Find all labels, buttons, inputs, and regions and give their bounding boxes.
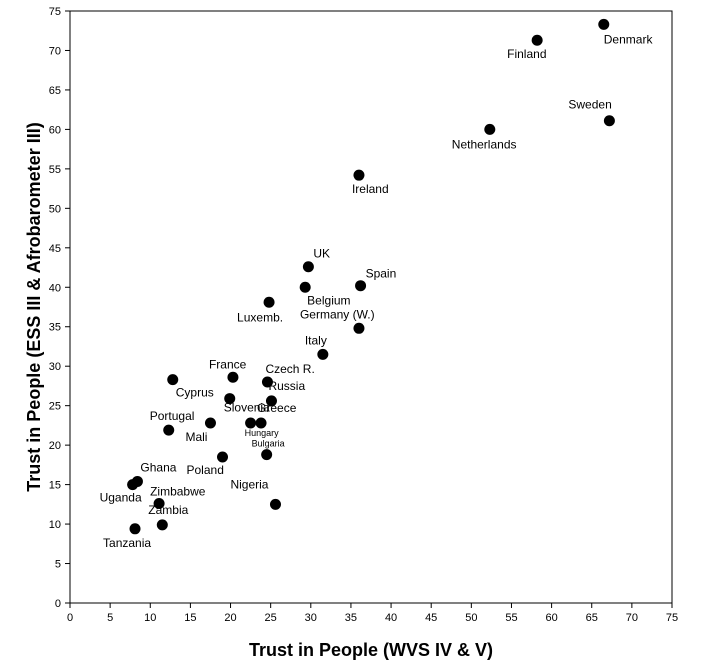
- plot-frame: [69, 10, 673, 604]
- point-label-tanzania: Tanzania: [103, 536, 151, 550]
- y-tick-label: 35: [49, 322, 61, 334]
- y-tick-label: 15: [49, 480, 61, 492]
- x-tick-label: 40: [385, 612, 397, 624]
- point-label-ireland: Ireland: [352, 182, 389, 196]
- point-label-netherlands: Netherlands: [452, 137, 517, 151]
- data-point-belgium: [299, 281, 311, 293]
- point-label-spain: Spain: [366, 267, 397, 281]
- point-label-ghana: Ghana: [140, 460, 176, 474]
- x-tick-label: 0: [67, 612, 73, 624]
- data-point-russia: [265, 395, 277, 407]
- data-point-portugal: [163, 424, 175, 436]
- data-point-hungary: [245, 417, 257, 429]
- point-label-hungary: Hungary: [245, 428, 280, 438]
- point-label-france: France: [209, 357, 247, 371]
- tick-labels: 0 5 10 15 20 25 30 35 40 45 50 55 60 65 70 75 0 5 10 15 20 25…: [49, 6, 678, 624]
- data-point-spain: [355, 280, 367, 292]
- data-point-zambia: [156, 519, 168, 531]
- x-axis-title: Trust in People (WVS IV & V): [249, 640, 493, 660]
- x-tick-label: 30: [305, 612, 317, 624]
- y-tick-label: 50: [49, 203, 61, 215]
- point-labels: Denmark Finland Sweden Netherlands Ireland UK…: [100, 32, 654, 549]
- point-label-uk: UK: [313, 247, 330, 261]
- point-label-czech-r: Czech R.: [265, 362, 314, 376]
- x-tick-label: 25: [265, 612, 277, 624]
- x-tick-label: 20: [224, 612, 236, 624]
- y-tick-label: 75: [49, 6, 61, 18]
- point-label-finland: Finland: [507, 47, 546, 61]
- y-tick-label: 40: [49, 282, 61, 294]
- y-tick-label: 10: [49, 519, 61, 531]
- y-tick-label: 20: [49, 440, 61, 452]
- y-tick-label: 0: [55, 598, 61, 610]
- data-point-zimbabwe: [153, 498, 165, 510]
- data-point-france: [227, 371, 239, 383]
- point-label-greece: Greece: [257, 401, 297, 415]
- data-point-sweden: [603, 115, 615, 127]
- data-point-mali: [204, 417, 216, 429]
- point-label-mali: Mali: [185, 430, 207, 444]
- point-label-luxemb: Luxemb.: [237, 310, 283, 324]
- data-point-tanzania: [129, 523, 141, 535]
- y-tick-label: 70: [49, 45, 61, 57]
- x-tick-label: 5: [107, 612, 113, 624]
- x-tick-label: 15: [184, 612, 196, 624]
- point-label-zambia: Zambia: [148, 503, 188, 517]
- data-point-denmark: [598, 18, 610, 30]
- x-tick-label: 65: [586, 612, 598, 624]
- data-point-italy: [317, 348, 329, 360]
- point-label-denmark: Denmark: [604, 32, 654, 46]
- point-label-bulgaria: Bulgaria: [252, 439, 285, 449]
- data-point-ireland: [353, 169, 365, 181]
- x-tick-label: 35: [345, 612, 357, 624]
- x-tick-label: 50: [465, 612, 477, 624]
- data-point-greece: [255, 417, 267, 429]
- data-point-uk: [302, 261, 314, 273]
- data-point-poland: [217, 451, 229, 463]
- data-points: [127, 18, 615, 535]
- y-axis-title: Trust in People (ESS III & Afrobarometer…: [24, 122, 44, 491]
- point-label-sweden: Sweden: [568, 98, 611, 112]
- x-tick-label: 75: [666, 612, 678, 624]
- y-tick-label: 45: [49, 243, 61, 255]
- y-tick-label: 30: [49, 361, 61, 373]
- data-point-germany-w: [353, 322, 365, 334]
- y-tick-label: 55: [49, 164, 61, 176]
- data-point-luxemb: [263, 296, 275, 308]
- data-point-slovenia: [224, 393, 236, 405]
- point-label-zimbabwe: Zimbabwe: [150, 485, 206, 499]
- point-label-belgium: Belgium: [307, 293, 350, 307]
- point-label-slovenia: Slovenia: [224, 401, 270, 415]
- data-point-bulgaria: [261, 449, 273, 461]
- data-point-cyprus: [167, 374, 179, 386]
- point-label-poland: Poland: [187, 463, 224, 477]
- y-tick-label: 25: [49, 401, 61, 413]
- data-point-netherlands: [484, 123, 496, 135]
- x-tick-label: 55: [505, 612, 517, 624]
- point-label-russia: Russia: [268, 379, 305, 393]
- x-tick-label: 70: [626, 612, 638, 624]
- data-point-czech-r: [261, 376, 273, 388]
- y-tick-label: 65: [49, 85, 61, 97]
- axes: [65, 10, 673, 608]
- x-tick-label: 10: [144, 612, 156, 624]
- point-label-germany-w: Germany (W.): [300, 307, 375, 321]
- y-tick-label: 60: [49, 124, 61, 136]
- y-tick-label: 5: [55, 559, 61, 571]
- x-tick-label: 60: [545, 612, 557, 624]
- point-label-portugal: Portugal: [150, 409, 195, 423]
- data-point-finland: [531, 34, 543, 46]
- point-label-uganda: Uganda: [100, 491, 142, 505]
- x-tick-label: 45: [425, 612, 437, 624]
- point-label-nigeria: Nigeria: [230, 477, 268, 491]
- data-point-nigeria: [269, 498, 281, 510]
- point-label-italy: Italy: [305, 333, 327, 347]
- data-point-uganda: [127, 479, 139, 491]
- point-label-cyprus: Cyprus: [176, 386, 214, 400]
